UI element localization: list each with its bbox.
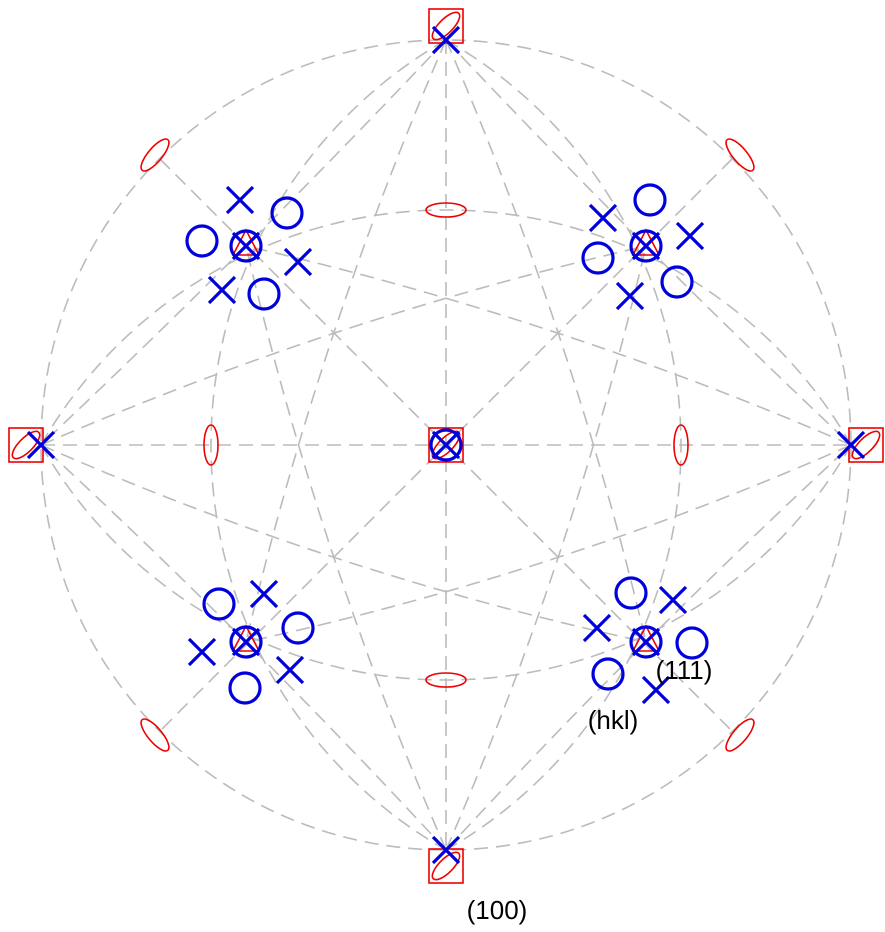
pole-cross <box>283 247 313 277</box>
label-hkl: (hkl) <box>588 705 639 735</box>
pole-circle <box>629 229 663 263</box>
pole-circle <box>614 576 648 610</box>
pole-circle <box>629 625 663 659</box>
pole-cross <box>431 25 461 55</box>
threefold-triangle <box>631 624 661 652</box>
pole-cross <box>836 430 866 460</box>
great-circle <box>445 245 647 851</box>
pole-cross <box>631 231 661 261</box>
pole-circle <box>185 224 219 258</box>
twofold-ellipse <box>140 138 170 172</box>
great-circle <box>445 39 682 851</box>
threefold-triangle <box>231 228 261 256</box>
label-111: (111) <box>656 655 713 685</box>
pole-cross <box>207 275 237 305</box>
twofold-ellipse <box>425 672 467 688</box>
pole-cross <box>26 430 56 460</box>
poles <box>8 8 884 884</box>
pole-circle <box>247 277 281 311</box>
great-circle <box>40 444 647 643</box>
label-100: (100) <box>467 895 528 925</box>
pole-cross <box>231 231 261 261</box>
pole-circle <box>270 196 304 230</box>
pole-circle <box>229 229 263 263</box>
pole-cross <box>249 579 279 609</box>
great-circle <box>40 444 852 681</box>
great-circle <box>210 39 447 851</box>
pole-cross <box>641 675 671 705</box>
great-circle <box>40 209 852 446</box>
pole-cross <box>225 185 255 215</box>
twofold-ellipse <box>140 718 170 752</box>
great-circle <box>445 39 647 643</box>
fourfold-square <box>428 8 464 44</box>
great-circle <box>40 245 647 446</box>
pole-cross <box>431 835 461 865</box>
great-circle <box>245 39 447 643</box>
twofold-ellipse <box>725 138 755 172</box>
pole-circle <box>675 626 709 660</box>
pole-circle <box>228 671 262 705</box>
threefold-triangle <box>631 228 661 256</box>
pole-cross <box>187 637 217 667</box>
fourfold-square <box>428 427 464 463</box>
fourfold-ellipse <box>431 11 461 41</box>
fourfold-ellipse <box>851 430 881 460</box>
twofold-ellipse <box>203 424 219 466</box>
pole-cross <box>231 627 261 657</box>
pole-cross <box>588 203 618 233</box>
twofold-ellipse <box>725 718 755 752</box>
pole-circle <box>660 265 694 299</box>
fourfold-square <box>848 427 884 463</box>
twofold-ellipse <box>425 202 467 218</box>
pole-circle <box>229 625 263 659</box>
great-circle <box>245 245 852 446</box>
pole-cross <box>675 221 705 251</box>
pole-cross <box>658 585 688 615</box>
fourfold-square <box>428 848 464 884</box>
pole-circle <box>429 428 463 462</box>
great-circle <box>245 444 852 643</box>
pole-circle <box>202 587 236 621</box>
pole-circle <box>581 241 615 275</box>
twofold-ellipse <box>673 424 689 466</box>
pole-cross <box>615 281 645 311</box>
pole-circle <box>633 183 667 217</box>
pole-circle <box>281 611 315 645</box>
pole-cross <box>431 430 461 460</box>
pole-circle <box>591 657 625 691</box>
great-circle <box>245 245 447 851</box>
threefold-triangle <box>231 624 261 652</box>
pole-cross <box>582 613 612 643</box>
fourfold-ellipse <box>431 851 461 881</box>
fourfold-square <box>8 427 44 463</box>
fourfold-ellipse <box>11 430 41 460</box>
pole-cross <box>275 655 305 685</box>
pole-cross <box>631 627 661 657</box>
